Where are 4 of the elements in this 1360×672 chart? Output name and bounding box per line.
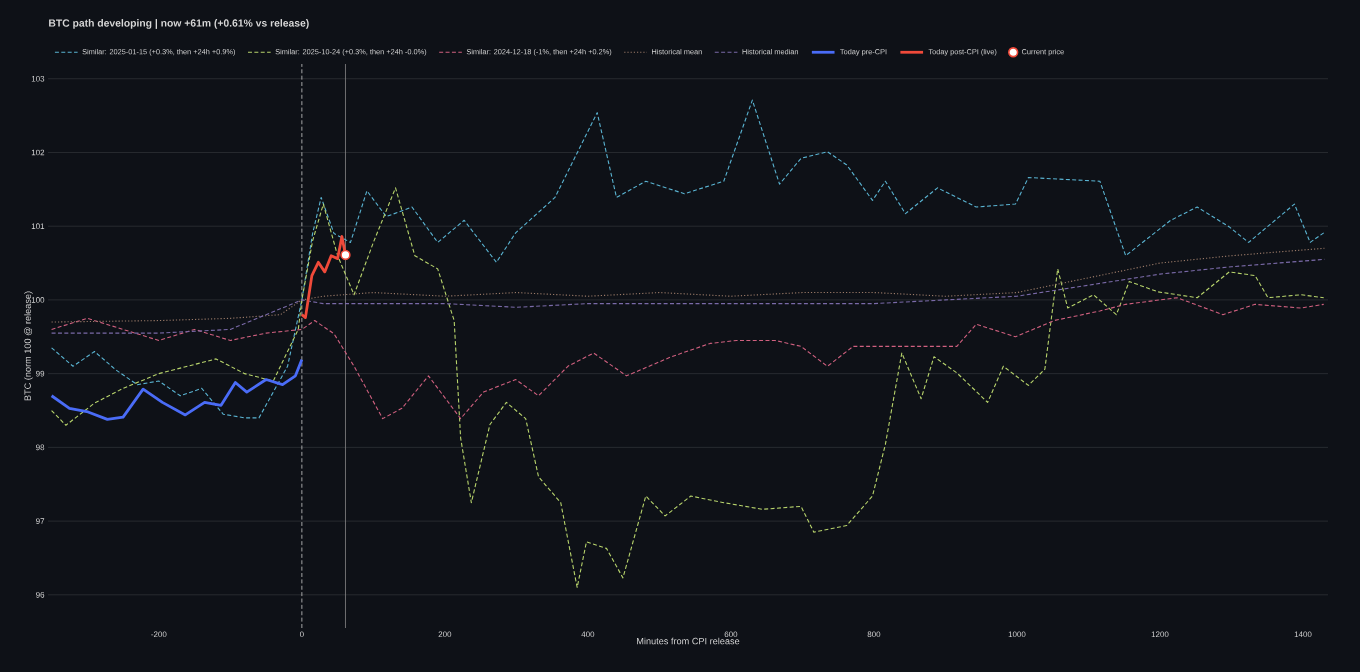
line-series: [51, 247, 1325, 323]
line-series: [50, 358, 304, 421]
line-series: [51, 187, 1325, 588]
line-series: [51, 99, 1325, 419]
